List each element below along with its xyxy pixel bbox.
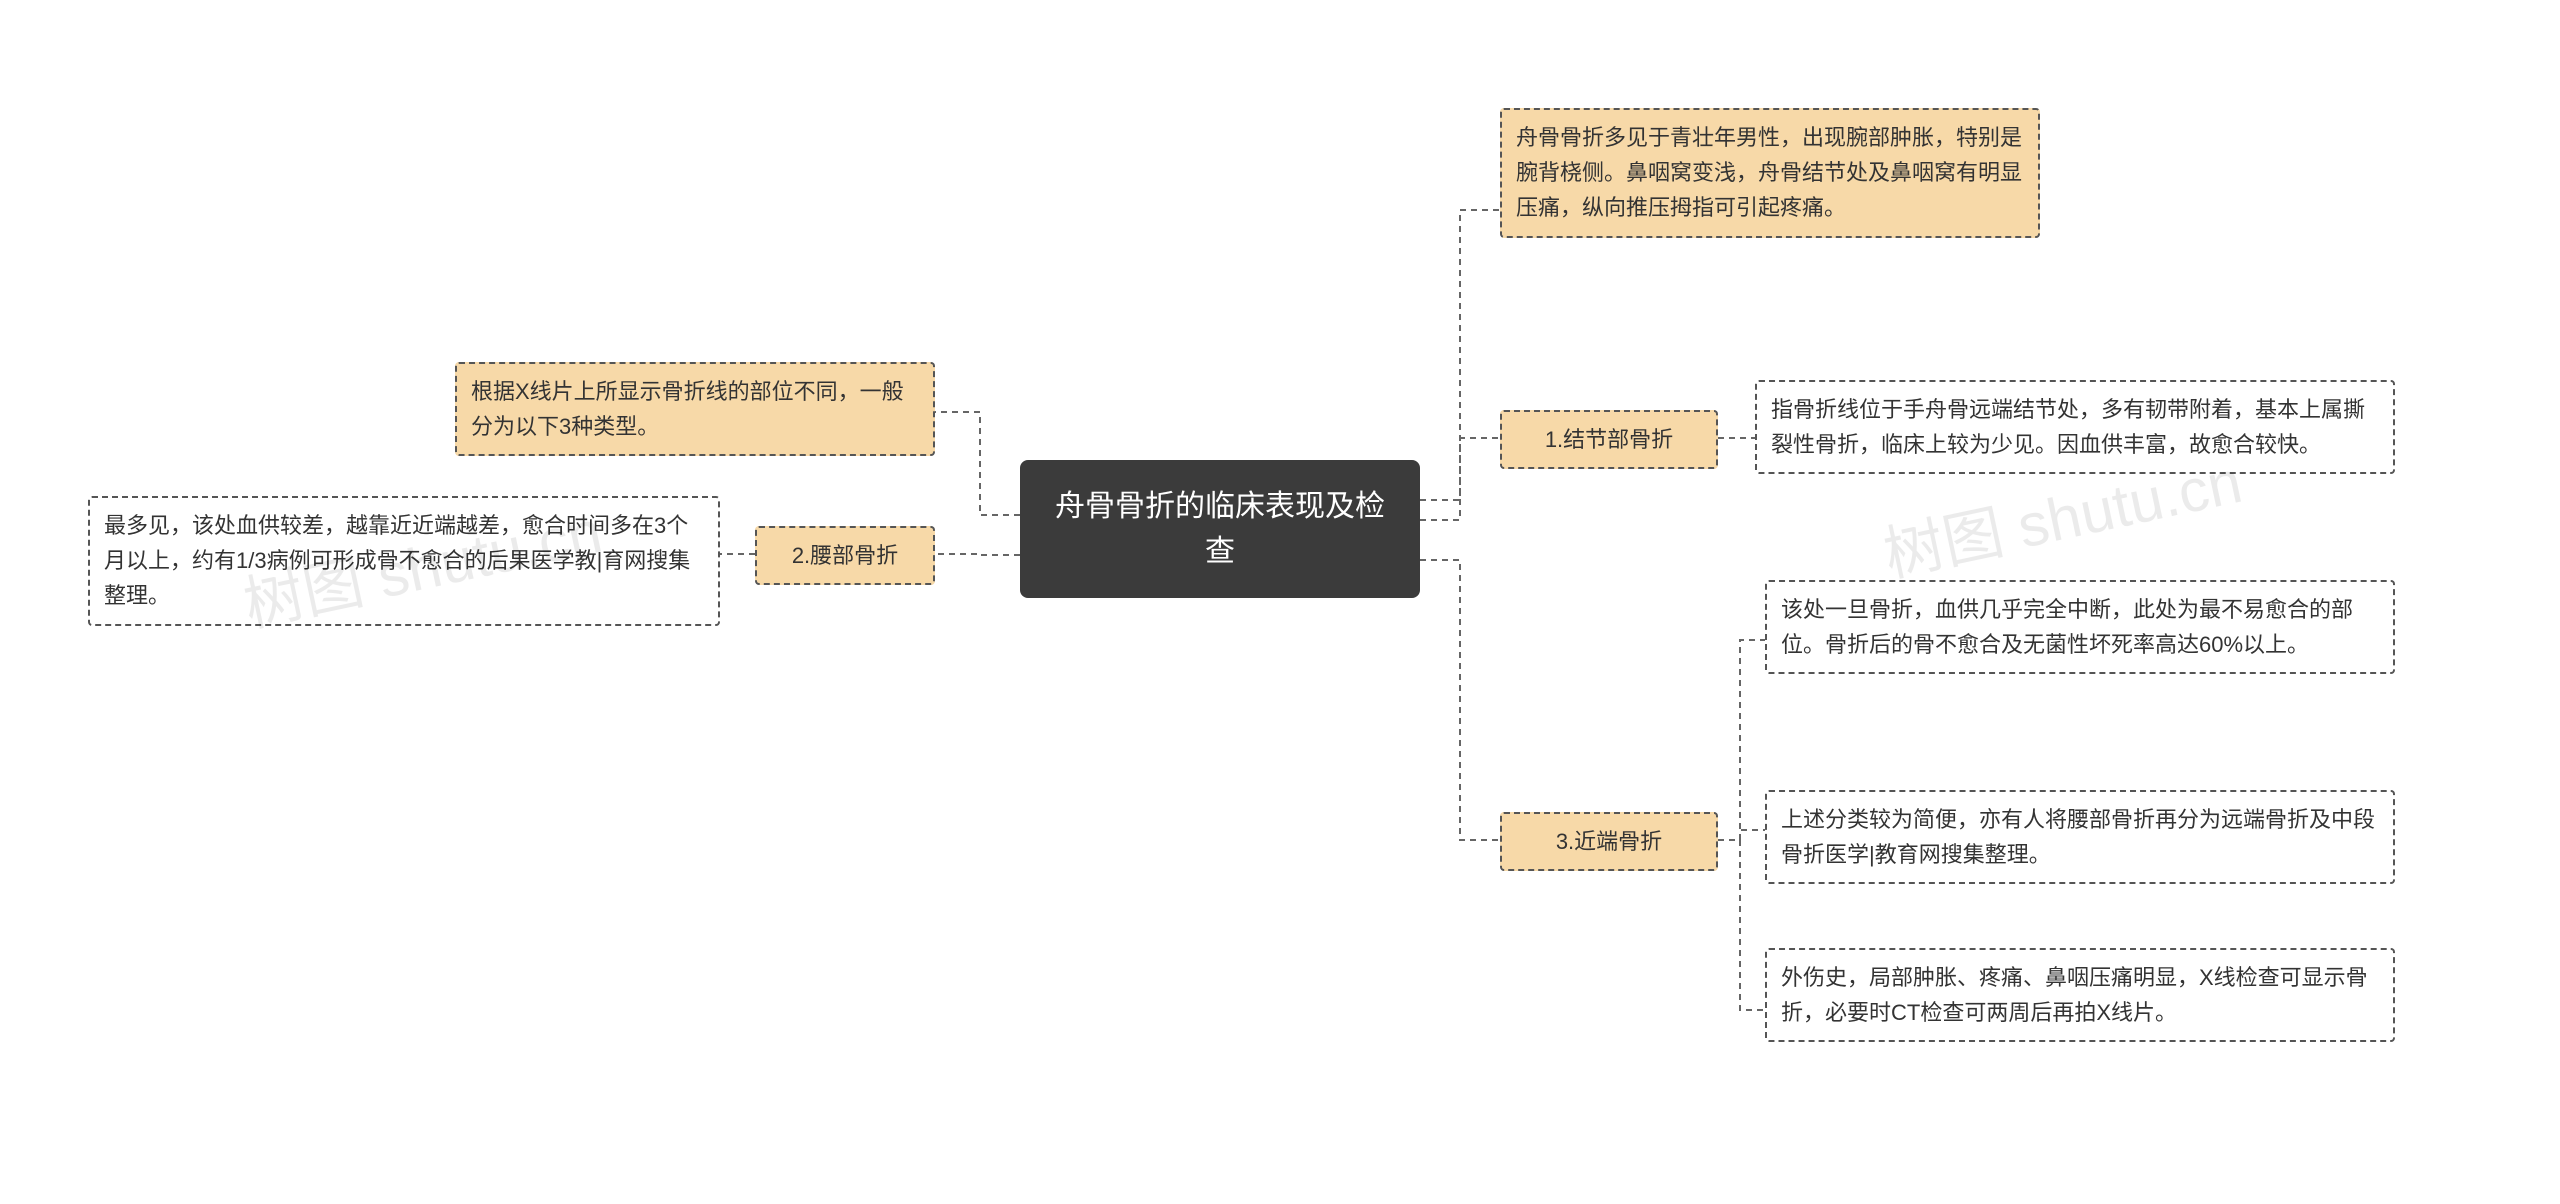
mindmap-canvas: 舟骨骨折的临床表现及检查 根据X线片上所显示骨折线的部位不同，一般分为以下3种类… — [0, 0, 2560, 1204]
right-proximal-detail2-node: 上述分类较为简便，亦有人将腰部骨折再分为远端骨折及中段骨折医学|教育网搜集整理。 — [1765, 790, 2395, 884]
left-waist-detail-node: 最多见，该处血供较差，越靠近近端越差，愈合时间多在3个月以上，约有1/3病例可形… — [88, 496, 720, 626]
right-summary-node: 舟骨骨折多见于青壮年男性，出现腕部肿胀，特别是腕背桡侧。鼻咽窝变浅，舟骨结节处及… — [1500, 108, 2040, 238]
right-proximal-label-node: 3.近端骨折 — [1500, 812, 1718, 871]
center-node: 舟骨骨折的临床表现及检查 — [1020, 460, 1420, 598]
right-proximal-detail3-node: 外伤史，局部肿胀、疼痛、鼻咽压痛明显，X线检查可显示骨折，必要时CT检查可两周后… — [1765, 948, 2395, 1042]
right-proximal-detail1-node: 该处一旦骨折，血供几乎完全中断，此处为最不易愈合的部位。骨折后的骨不愈合及无菌性… — [1765, 580, 2395, 674]
left-waist-label-node: 2.腰部骨折 — [755, 526, 935, 585]
right-tubercle-detail-node: 指骨折线位于手舟骨远端结节处，多有韧带附着，基本上属撕裂性骨折，临床上较为少见。… — [1755, 380, 2395, 474]
left-intro-node: 根据X线片上所显示骨折线的部位不同，一般分为以下3种类型。 — [455, 362, 935, 456]
right-tubercle-label-node: 1.结节部骨折 — [1500, 410, 1718, 469]
